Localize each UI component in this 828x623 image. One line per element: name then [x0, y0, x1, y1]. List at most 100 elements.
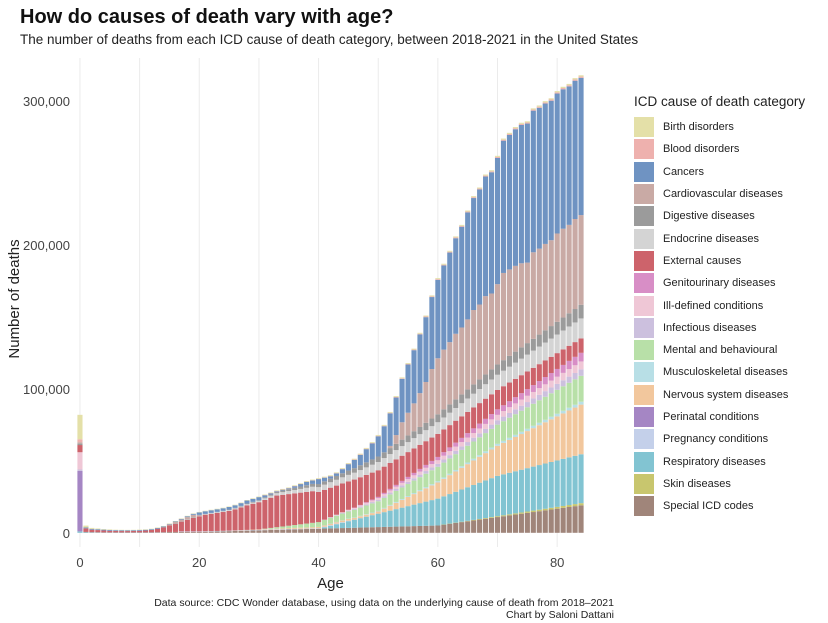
bar-stack-age-46	[351, 458, 357, 533]
bar-segment	[268, 493, 274, 495]
bar-segment	[453, 407, 459, 421]
bar-segment	[357, 518, 363, 528]
bar-segment	[417, 477, 423, 491]
bar-segment	[339, 522, 345, 523]
bar-stack-age-10	[137, 529, 143, 533]
bar-segment	[310, 528, 316, 533]
bar-segment	[512, 265, 518, 352]
bar-segment	[333, 528, 340, 533]
bar-segment	[339, 469, 345, 474]
bar-segment	[465, 487, 471, 521]
legend: ICD cause of death category Birth disord…	[634, 94, 805, 517]
bar-segment	[500, 442, 507, 475]
bar-segment	[208, 531, 214, 532]
bar-segment	[542, 508, 548, 511]
bar-segment	[405, 452, 411, 477]
bar-segment	[500, 515, 507, 517]
bar-segment	[435, 456, 441, 461]
bar-segment	[238, 530, 244, 531]
bar-segment	[441, 263, 447, 265]
bar-segment	[369, 503, 375, 513]
bar-segment	[518, 405, 524, 411]
bar-segment	[477, 187, 483, 189]
bar-segment	[387, 412, 393, 414]
bar-segment	[232, 504, 238, 506]
bar-segment	[89, 528, 95, 530]
bar-segment	[441, 455, 447, 460]
bar-segment	[226, 530, 232, 532]
legend-items: Birth disorders Blood disorders Cancers Car…	[634, 116, 805, 517]
bar-segment	[202, 511, 208, 514]
bar-segment	[512, 128, 518, 130]
bar-segment	[483, 384, 489, 399]
bar-segment	[262, 497, 268, 499]
legend-item: Respiratory diseases	[634, 450, 805, 472]
legend-item: Cardiovascular diseases	[634, 183, 805, 205]
bar-segment	[262, 495, 268, 498]
bar-segment	[399, 526, 405, 533]
bar-segment	[375, 434, 381, 436]
bar-segment	[459, 327, 465, 395]
bar-segment	[554, 383, 560, 390]
bar-segment	[363, 527, 369, 533]
bar-segment	[572, 322, 578, 343]
bar-segment	[304, 527, 310, 529]
bar-segment	[548, 99, 554, 101]
bar-segment	[399, 507, 405, 527]
bar-segment	[417, 333, 423, 335]
bar-segment	[399, 439, 405, 447]
bar-segment	[316, 491, 322, 523]
bar-segment	[542, 103, 548, 244]
bar-segment	[536, 381, 542, 389]
bar-segment	[560, 372, 566, 381]
bar-segment	[447, 523, 453, 533]
bar-segment	[536, 364, 542, 382]
bar-segment	[166, 531, 173, 533]
bar-segment	[578, 75, 584, 77]
bar-segment	[351, 472, 357, 480]
bar-segment	[339, 520, 345, 523]
bar-stack-age-8	[125, 529, 131, 533]
bar-stack-age-60	[435, 278, 441, 533]
bar-segment	[238, 505, 244, 507]
bar-stack-age-62	[447, 250, 453, 533]
bar-segment	[500, 416, 507, 422]
bar-stack-age-81	[560, 86, 566, 533]
bar-segment	[566, 369, 572, 377]
bar-segment	[548, 100, 554, 241]
bar-stack-age-1	[83, 525, 89, 533]
bar-segment	[566, 85, 572, 87]
bar-segment	[447, 251, 453, 253]
bar-segment	[327, 487, 334, 518]
legend-item: Ill-defined conditions	[634, 294, 805, 316]
bar-segment	[423, 316, 429, 318]
bar-segment	[483, 480, 489, 519]
legend-swatch	[634, 384, 654, 405]
bar-segment	[453, 420, 459, 443]
bar-segment	[411, 348, 417, 350]
bar-segment	[441, 409, 447, 418]
bar-segment	[429, 369, 435, 419]
bar-segment	[488, 419, 495, 425]
bar-segment	[566, 345, 572, 361]
bar-segment	[405, 364, 411, 413]
bar-segment	[518, 263, 524, 348]
bar-segment	[471, 460, 477, 485]
author-credit: Chart by Saloni Dattani	[506, 609, 614, 621]
bar-segment	[292, 487, 298, 490]
bar-segment	[405, 363, 411, 365]
bar-segment	[345, 464, 351, 471]
bar-segment	[465, 437, 471, 443]
bar-segment	[321, 525, 328, 527]
bar-segment	[572, 219, 578, 310]
bar-segment	[429, 295, 435, 297]
bar-segment	[417, 474, 423, 478]
bar-segment	[471, 520, 477, 533]
legend-swatch	[634, 317, 654, 338]
bar-segment	[220, 531, 226, 533]
bar-segment	[500, 405, 507, 412]
bar-segment	[536, 248, 542, 335]
bar-segment	[381, 512, 387, 527]
bar-segment	[441, 462, 447, 478]
bar-segment	[286, 488, 292, 490]
